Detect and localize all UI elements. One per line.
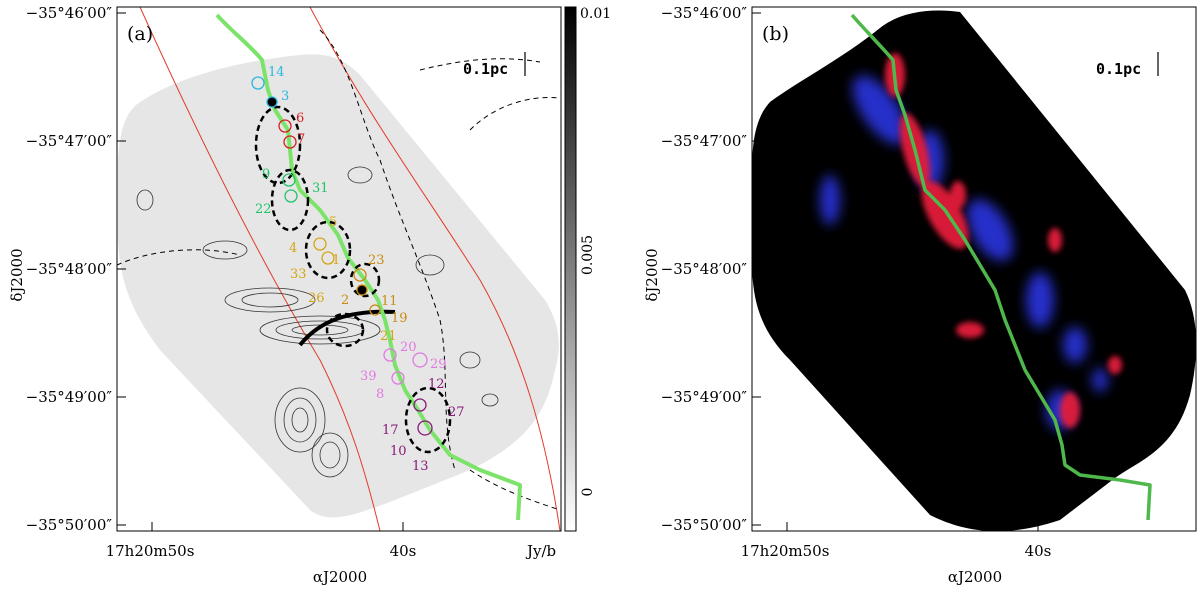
source-label-22: 22 bbox=[255, 202, 272, 217]
source-label-20: 20 bbox=[400, 340, 417, 355]
red-line-1 bbox=[139, 7, 381, 531]
source-label-3: 3 bbox=[281, 89, 289, 104]
red-line-2 bbox=[309, 7, 561, 531]
source-label-23: 23 bbox=[368, 253, 385, 268]
panel-a-xlabel: αJ2000 bbox=[313, 568, 367, 586]
source-circles bbox=[251, 76, 433, 436]
panel-a-ytick-3: −35°49′00″ bbox=[26, 388, 113, 406]
panel-a-tick-marks bbox=[117, 12, 404, 531]
filament-line bbox=[215, 13, 522, 521]
colorbar bbox=[564, 6, 577, 532]
panel-b-label: (b) bbox=[762, 23, 789, 45]
source-label-6: 6 bbox=[296, 111, 304, 126]
map-coverage bbox=[118, 54, 559, 518]
source-label-26: 26 bbox=[308, 291, 325, 306]
panel-a-scale-label: 0.1pc bbox=[463, 60, 508, 78]
panel-b-tick-marks bbox=[752, 12, 1039, 531]
map-coverage-b bbox=[752, 10, 1196, 531]
source-label-1: 1 bbox=[332, 253, 340, 268]
source-label-27: 27 bbox=[448, 405, 465, 420]
colorbar-tick-max: 0.01 bbox=[580, 6, 611, 22]
source-label-7: 7 bbox=[297, 132, 305, 147]
source-label-39: 39 bbox=[360, 369, 377, 384]
colorbar-tick-mid: 0.005 bbox=[580, 235, 596, 275]
panel-b-ylabel: δJ2000 bbox=[643, 248, 661, 301]
panel-b-ytick-3: −35°49′00″ bbox=[661, 388, 748, 406]
panel-a-ylabel: δJ2000 bbox=[8, 248, 26, 301]
source-label-12: 12 bbox=[428, 377, 445, 392]
source-label-4: 4 bbox=[289, 241, 297, 256]
panel-b-ytick-0: −35°46′00″ bbox=[661, 4, 748, 22]
panel-a-ytick-2: −35°48′00″ bbox=[26, 260, 113, 278]
panel-b-xtick-0: 17h20m50s bbox=[741, 542, 830, 560]
panel-a-xtick-0: 17h20m50s bbox=[106, 542, 195, 560]
panel-b-scale-label: 0.1pc bbox=[1096, 60, 1141, 78]
dashed-contour-3 bbox=[117, 249, 561, 511]
panel-a-ytick-4: −35°50′00″ bbox=[26, 516, 113, 534]
source-label-29: 29 bbox=[430, 357, 447, 372]
panel-b-xlabel: αJ2000 bbox=[948, 568, 1002, 586]
source-label-11: 11 bbox=[381, 294, 398, 309]
source-label-14: 14 bbox=[268, 65, 285, 80]
panel-a-xtick-1: 40s bbox=[390, 542, 417, 560]
red-emission bbox=[885, 53, 1122, 428]
panel-a-label: (a) bbox=[127, 23, 153, 45]
panel-a-ytick-0: −35°46′00″ bbox=[26, 4, 113, 22]
panel-b-xtick-1: 40s bbox=[1025, 542, 1052, 560]
colorbar-tick-min: 0 bbox=[580, 488, 596, 497]
panel-a-ytick-1: −35°47′00″ bbox=[26, 132, 113, 150]
source-label-19: 19 bbox=[391, 311, 408, 326]
source-label-21: 21 bbox=[380, 329, 397, 344]
dashed-ellipses bbox=[254, 105, 452, 454]
source-label-17: 17 bbox=[382, 423, 399, 438]
dashed-contour-2 bbox=[419, 58, 561, 131]
dashed-contour-1 bbox=[319, 29, 456, 471]
source-label-31: 31 bbox=[312, 181, 329, 196]
filament-line-b bbox=[850, 13, 1152, 521]
colorbar-unit: Jy/b bbox=[525, 542, 556, 560]
panel-b-ytick-1: −35°47′00″ bbox=[661, 132, 748, 150]
source-label-10: 10 bbox=[390, 444, 407, 459]
source-label-8: 8 bbox=[376, 387, 384, 402]
source-label-9: 9 bbox=[262, 167, 270, 182]
source-label-5: 5 bbox=[329, 215, 337, 230]
source-label-13: 13 bbox=[412, 459, 429, 474]
source-label-33: 33 bbox=[290, 267, 307, 282]
panel-b: (b) 0.1pc −35°46′00″ −35°47′00″ −35°48′0… bbox=[643, 4, 1197, 586]
panel-b-ytick-4: −35°50′00″ bbox=[661, 516, 748, 534]
panel-b-ytick-2: −35°48′00″ bbox=[661, 260, 748, 278]
source-label-2: 2 bbox=[341, 293, 349, 308]
